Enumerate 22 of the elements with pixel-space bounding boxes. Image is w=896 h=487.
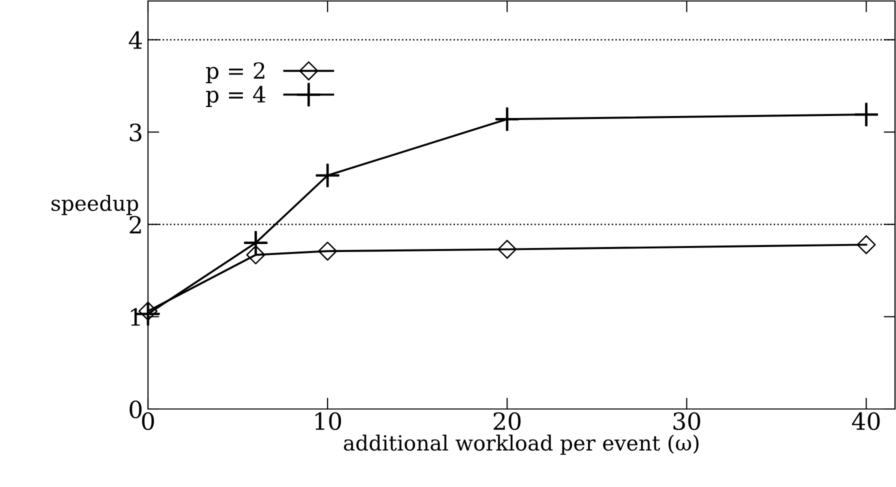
x-tick-label: 30 — [673, 412, 700, 430]
point — [856, 235, 876, 254]
y-tick-label: 1 — [131, 308, 140, 326]
legend-label: p = 2 — [206, 62, 264, 84]
point — [498, 240, 517, 259]
point — [244, 231, 268, 255]
y-tick-label: 0 — [130, 400, 142, 418]
point — [246, 245, 266, 264]
y-tick-label: 2 — [130, 216, 141, 234]
x-tick-label: 20 — [494, 412, 521, 430]
x-tick-label: 0 — [142, 412, 154, 430]
point — [318, 242, 338, 261]
x-tick-label: 10 — [315, 412, 342, 430]
point — [495, 107, 519, 131]
point — [316, 164, 340, 188]
point — [854, 102, 878, 126]
x-axis-title: additional workload per event (ω) — [344, 434, 699, 455]
legend-label: p = 4 — [206, 86, 266, 108]
y-tick-label: 3 — [130, 124, 142, 142]
x-tick-label: 40 — [852, 412, 880, 430]
y-tick-label: 4 — [128, 31, 142, 49]
y-axis-title: speedup — [52, 194, 138, 216]
